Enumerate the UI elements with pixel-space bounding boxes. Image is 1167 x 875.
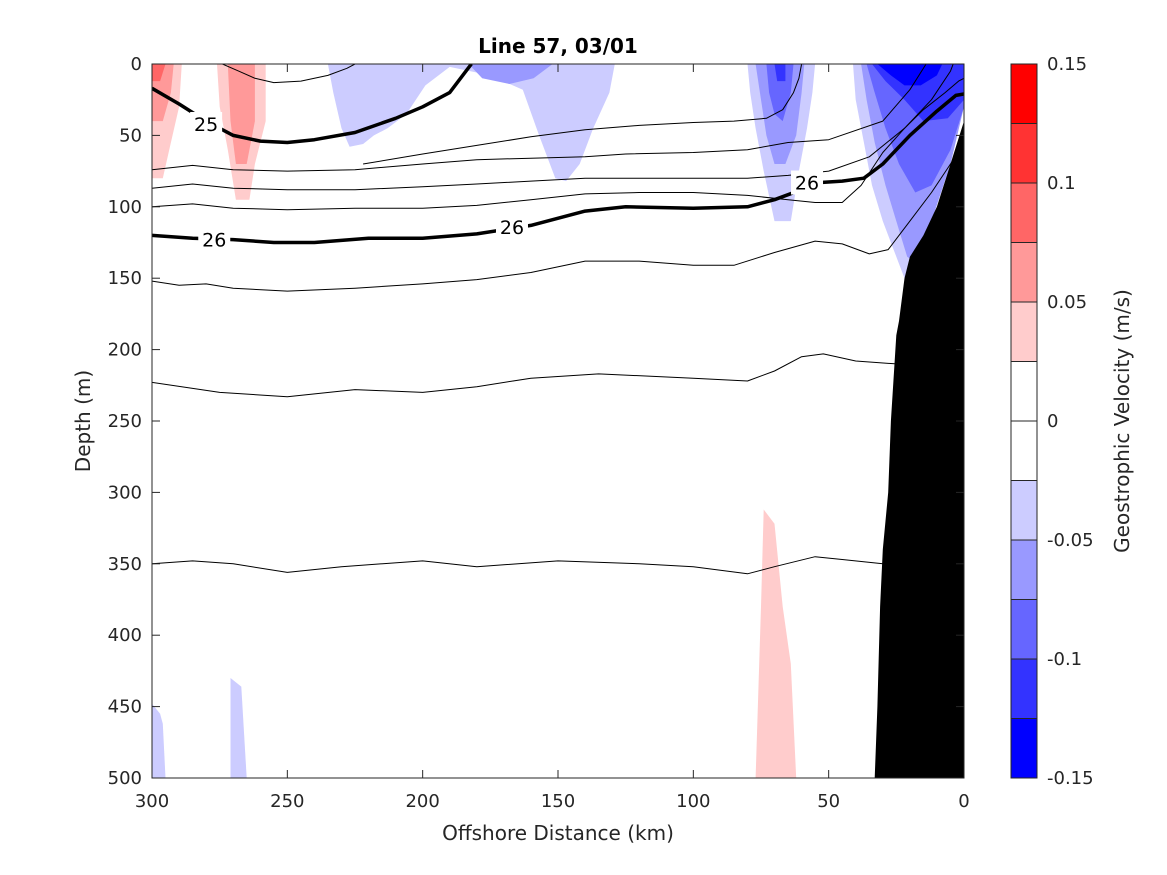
colorbar-cells — [1010, 63, 1038, 779]
contour-label-bg — [495, 214, 528, 239]
x-tick-label: 0 — [958, 791, 969, 812]
y-axis-label: Depth (m) — [71, 370, 95, 472]
isopycnal-line-5 — [152, 77, 964, 211]
colorbar-cell — [1010, 301, 1038, 362]
velocity-region-6 — [468, 64, 553, 84]
y-tick-label: 400 — [108, 625, 142, 646]
x-axis-label: Offshore Distance (km) — [442, 821, 674, 845]
velocity-region-17 — [152, 703, 166, 778]
colorbar-frame — [1010, 63, 1038, 779]
bathymetry-shape — [874, 121, 964, 778]
colorbar-cell — [1010, 599, 1038, 660]
colorbar-tick-label: 0.1 — [1047, 173, 1076, 194]
velocity-region-18 — [230, 678, 247, 778]
y-tick-label: 100 — [108, 197, 142, 218]
contour-label: 26 — [795, 173, 819, 195]
colorbar-tick-label: -0.05 — [1047, 530, 1094, 551]
plot-area: 25 26 26 26 — [151, 63, 965, 779]
isopycnal-line-1 — [222, 64, 356, 84]
y-tick-label: 150 — [108, 268, 142, 289]
colorbar-cell — [1010, 123, 1038, 184]
y-axis-ticks: 0 50 100 150 200 250 300 350 400 450 500 — [108, 54, 964, 789]
x-tick-label: 200 — [405, 791, 439, 812]
colorbar-label: Geostrophic Velocity (m/s) — [1110, 289, 1134, 553]
colorbar-cell — [1010, 420, 1038, 481]
colorbar-cell — [1010, 63, 1038, 124]
colorbar-cell — [1010, 480, 1038, 541]
y-tick-label: 450 — [108, 697, 142, 718]
x-tick-label: 250 — [270, 791, 304, 812]
contour-label: 25 — [194, 114, 218, 136]
velocity-region-2 — [152, 64, 166, 82]
contour-label-bg — [791, 170, 824, 195]
contour-label: 26 — [202, 230, 226, 252]
colorbar-tick-label: -0.1 — [1047, 649, 1082, 670]
y-tick-label: 300 — [108, 482, 142, 503]
x-axis-ticks: 300 250 200 150 100 50 0 — [135, 64, 970, 812]
x-tick-label: 50 — [817, 791, 840, 812]
x-tick-label: 150 — [541, 791, 575, 812]
colorbar-cell — [1010, 658, 1038, 719]
contour-label-bg — [190, 111, 223, 136]
colorbar-tick-label: -0.15 — [1047, 768, 1094, 789]
colorbar-tick-label: 0 — [1047, 411, 1058, 432]
velocity-region-16 — [755, 509, 797, 778]
contour-label: 26 — [500, 217, 524, 239]
colorbar-tick-label: 0.05 — [1047, 292, 1087, 313]
y-tick-label: 250 — [108, 411, 142, 432]
y-tick-label: 350 — [108, 554, 142, 575]
velocity-regions — [152, 64, 964, 778]
colorbar-tick-label: 0.15 — [1047, 54, 1087, 75]
y-tick-label: 50 — [119, 125, 142, 146]
isopycnal-line-3 — [152, 64, 927, 172]
colorbar: 0.15 0.1 0.05 0 -0.05 -0.1 -0.15 Geostrophic V… — [1010, 54, 1134, 789]
chart-title: Line 57, 03/01 — [478, 34, 638, 58]
velocity-region-5 — [327, 64, 615, 182]
velocity-region-9 — [766, 64, 794, 122]
x-tick-label: 100 — [676, 791, 710, 812]
y-tick-label: 0 — [131, 54, 142, 75]
velocity-region-15 — [877, 64, 943, 86]
colorbar-cell — [1010, 718, 1038, 779]
colorbar-cell — [1010, 361, 1038, 422]
colorbar-cell — [1010, 539, 1038, 600]
contour-labels: 25 26 26 26 — [190, 111, 824, 252]
isopycnal-line-11 — [152, 556, 883, 575]
isopycnal-line-6 — [152, 92, 964, 245]
isopycnal-line-2 — [363, 64, 803, 165]
contour-label-bg — [198, 227, 231, 252]
colorbar-cell — [1010, 242, 1038, 303]
y-tick-label: 200 — [108, 340, 142, 361]
isopycnal-line-9 — [152, 142, 964, 292]
isopycnal-line-10 — [152, 353, 910, 398]
x-tick-label: 300 — [135, 791, 169, 812]
bathymetry — [874, 121, 964, 778]
colorbar-ticks: 0.15 0.1 0.05 0 -0.05 -0.1 -0.15 — [1047, 54, 1094, 789]
y-tick-label: 500 — [108, 768, 142, 789]
colorbar-cell — [1010, 182, 1038, 243]
velocity-region-10 — [774, 64, 786, 82]
